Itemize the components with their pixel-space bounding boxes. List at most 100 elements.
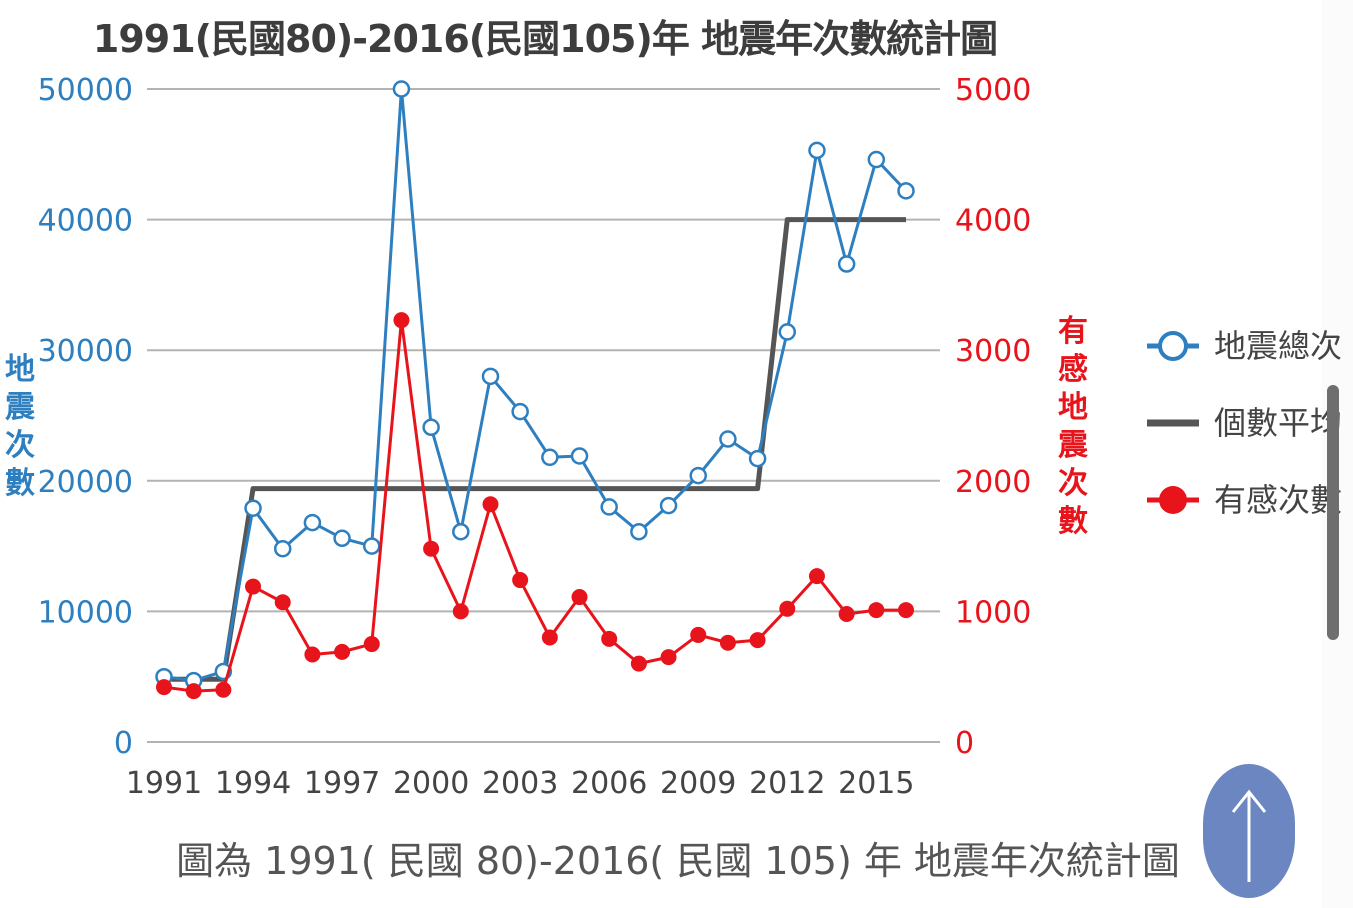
chart-caption: 圖為 1991( 民國 80)-2016( 民國 105) 年 地震年次統計圖 [176,839,1180,883]
chart-title: 1991(民國80)-2016(民國105)年 地震年次數統計圖 [93,17,997,61]
data-point [630,522,648,541]
right-axis-title-char: 地 [1058,390,1088,425]
legend-item-felt: 有感次數 [1147,481,1342,519]
left-tick-label: 0 [114,726,133,761]
left-axis-ticks: 0 10000 20000 30000 40000 50000 [38,73,133,761]
data-point [423,540,440,557]
data-point [570,447,589,465]
right-tick-label: 1000 [955,595,1031,630]
data-point [778,323,797,341]
data-point [719,634,736,651]
x-tick-label: 2003 [482,766,558,801]
x-tick-label: 2012 [749,766,825,801]
right-tick-label: 3000 [955,334,1031,369]
gridlines [147,88,940,743]
right-axis-title-char: 有 [1058,314,1088,349]
data-point [482,496,499,513]
data-point [392,80,411,98]
legend-label: 有感次數 [1214,481,1342,519]
x-tick-label: 1997 [304,766,380,801]
series-felt [156,312,914,700]
data-point [660,649,677,666]
right-tick-label: 4000 [955,204,1031,239]
series-felt-line [163,318,906,693]
data-point [511,402,529,421]
data-point [304,646,321,663]
x-axis-ticks: 1991 1994 1997 2000 2003 2006 2009 2012 2015 [126,766,915,801]
data-point [630,655,647,672]
data-point [334,643,351,660]
legend-marker [1158,331,1188,361]
data-point [748,449,767,468]
right-axis-title-char: 數 [1058,504,1088,539]
data-point [452,603,469,620]
data-point [363,636,380,653]
data-point [452,522,470,541]
data-point [898,602,914,619]
left-axis-title-char: 次 [5,428,35,463]
data-point [422,418,440,437]
x-tick-label: 2015 [838,766,914,801]
left-tick-label: 50000 [38,73,133,108]
x-tick-label: 2006 [571,766,647,801]
data-point [571,589,588,606]
data-point [245,578,262,595]
left-axis-title-char: 數 [5,466,35,501]
x-tick-label: 2009 [660,766,736,801]
arrow-up-icon [1231,789,1267,882]
data-point [393,312,410,329]
legend-item-average: 個數平均 [1147,404,1342,442]
data-point [689,466,707,485]
data-point [333,529,351,548]
series-layer [155,80,915,700]
right-tick-label: 2000 [955,465,1031,500]
back-to-top-button[interactable] [1203,764,1295,898]
data-point [779,600,796,617]
data-point [749,632,766,649]
data-point [481,367,500,386]
right-tick-label: 5000 [955,73,1031,108]
left-tick-label: 40000 [38,204,133,239]
left-tick-label: 20000 [38,465,133,500]
series-total-line [163,87,908,683]
data-point [185,683,202,700]
x-tick-label: 1991 [126,766,202,801]
data-point [274,594,291,611]
data-point [363,537,381,555]
data-point [541,629,558,646]
left-tick-label: 30000 [38,334,133,369]
right-axis-title-char: 感 [1058,352,1088,387]
data-point [837,255,856,273]
data-point [808,568,825,585]
data-point [244,499,262,517]
series-average-line [164,217,906,682]
data-point [659,496,678,515]
x-tick-label: 1994 [215,766,291,801]
data-point [838,606,855,623]
right-tick-label: 0 [955,726,974,761]
data-point [600,498,618,516]
legend-item-total: 地震總次 [1147,327,1342,365]
data-point [273,539,292,558]
left-axis-title-char: 地 [5,352,35,387]
legend-label: 個數平均 [1214,404,1342,442]
data-point [808,141,826,160]
legend-marker [1159,486,1187,514]
data-point [690,626,707,643]
data-point [897,182,915,200]
right-axis-title-char: 次 [1058,466,1088,501]
data-point [215,681,232,698]
data-point [541,448,559,467]
legend-label: 地震總次 [1214,327,1342,365]
data-point [512,572,529,589]
data-point [303,513,322,532]
data-point [867,150,886,169]
x-tick-label: 2000 [393,766,469,801]
right-axis-ticks: 0 1000 2000 3000 4000 5000 [955,73,1031,761]
data-point [868,602,885,619]
scrollbar-thumb[interactable] [1327,385,1339,640]
